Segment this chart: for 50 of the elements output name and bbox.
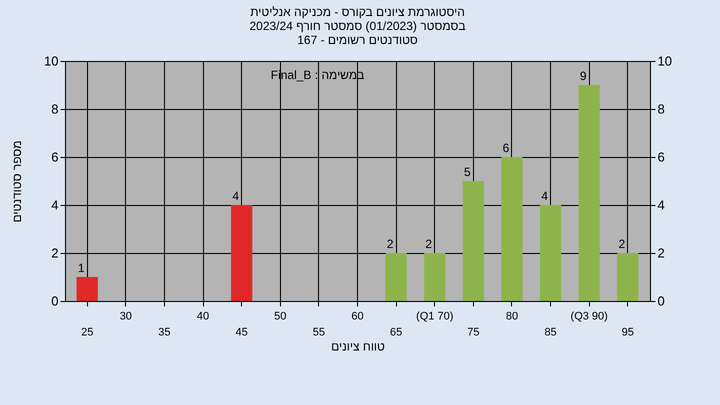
data-label: 4 bbox=[541, 189, 548, 203]
x-tick-label: 40 bbox=[196, 310, 210, 322]
data-label: 2 bbox=[425, 237, 432, 251]
y2-tick-label: 6 bbox=[658, 150, 665, 164]
x-axis-title: טווח ציונים bbox=[331, 340, 386, 354]
bar bbox=[76, 277, 98, 301]
x-tick-label: 80 bbox=[506, 310, 518, 322]
y-tick-label: 6 bbox=[51, 150, 58, 164]
bar bbox=[424, 253, 446, 301]
y2-tick-label: 10 bbox=[658, 54, 672, 68]
x-tick-label: 95 bbox=[622, 326, 634, 338]
x-tick-label: 85 bbox=[544, 326, 557, 338]
data-label: 2 bbox=[386, 237, 394, 251]
data-label: 6 bbox=[502, 141, 510, 155]
x-tick-label: 30 bbox=[120, 310, 132, 322]
x-tick-label: 65 bbox=[390, 326, 402, 338]
data-label: 4 bbox=[232, 189, 240, 203]
y-axis-title: מספר סטודנטים bbox=[10, 140, 24, 223]
y2-tick-label: 4 bbox=[658, 198, 665, 212]
y-tick-label: 4 bbox=[51, 198, 58, 212]
bar bbox=[501, 157, 523, 301]
data-label: 9 bbox=[580, 69, 587, 83]
data-label: 1 bbox=[78, 261, 85, 275]
y2-tick-label: 2 bbox=[658, 246, 665, 260]
x-tick-label: (Q3 90) bbox=[570, 310, 608, 322]
text: היסטוגרמת ציונים בקורס - מכניקה אנליטית bbox=[250, 5, 465, 19]
text: סטודנטים רשומים - 167 bbox=[297, 33, 418, 47]
y2-tick-label: 0 bbox=[658, 294, 665, 308]
x-tick-label: 35 bbox=[158, 326, 171, 338]
bar bbox=[231, 205, 252, 301]
x-tick-label: 75 bbox=[467, 326, 480, 338]
x-tick-label: 50 bbox=[274, 310, 286, 322]
y-tick-label: 10 bbox=[44, 54, 58, 68]
x-tick-label: (Q1 70) bbox=[416, 310, 454, 322]
text: בסמסטר (01/2023) סמסטר חורף 2023/24 bbox=[249, 19, 466, 33]
bar bbox=[578, 85, 600, 301]
bar bbox=[462, 181, 484, 301]
y2-tick-label: 8 bbox=[658, 102, 665, 116]
x-tick-label: 45 bbox=[236, 326, 248, 338]
x-tick-label: 25 bbox=[81, 326, 94, 338]
data-label: 2 bbox=[618, 237, 626, 251]
bar bbox=[385, 253, 407, 301]
x-tick-label: 55 bbox=[312, 326, 326, 338]
bar bbox=[540, 205, 562, 301]
y-tick-label: 2 bbox=[51, 246, 58, 260]
bar bbox=[617, 253, 638, 301]
y-tick-label: 0 bbox=[51, 294, 58, 308]
y-tick-label: 8 bbox=[51, 102, 58, 116]
data-label: 5 bbox=[464, 165, 471, 179]
x-tick-label: 60 bbox=[351, 310, 364, 322]
